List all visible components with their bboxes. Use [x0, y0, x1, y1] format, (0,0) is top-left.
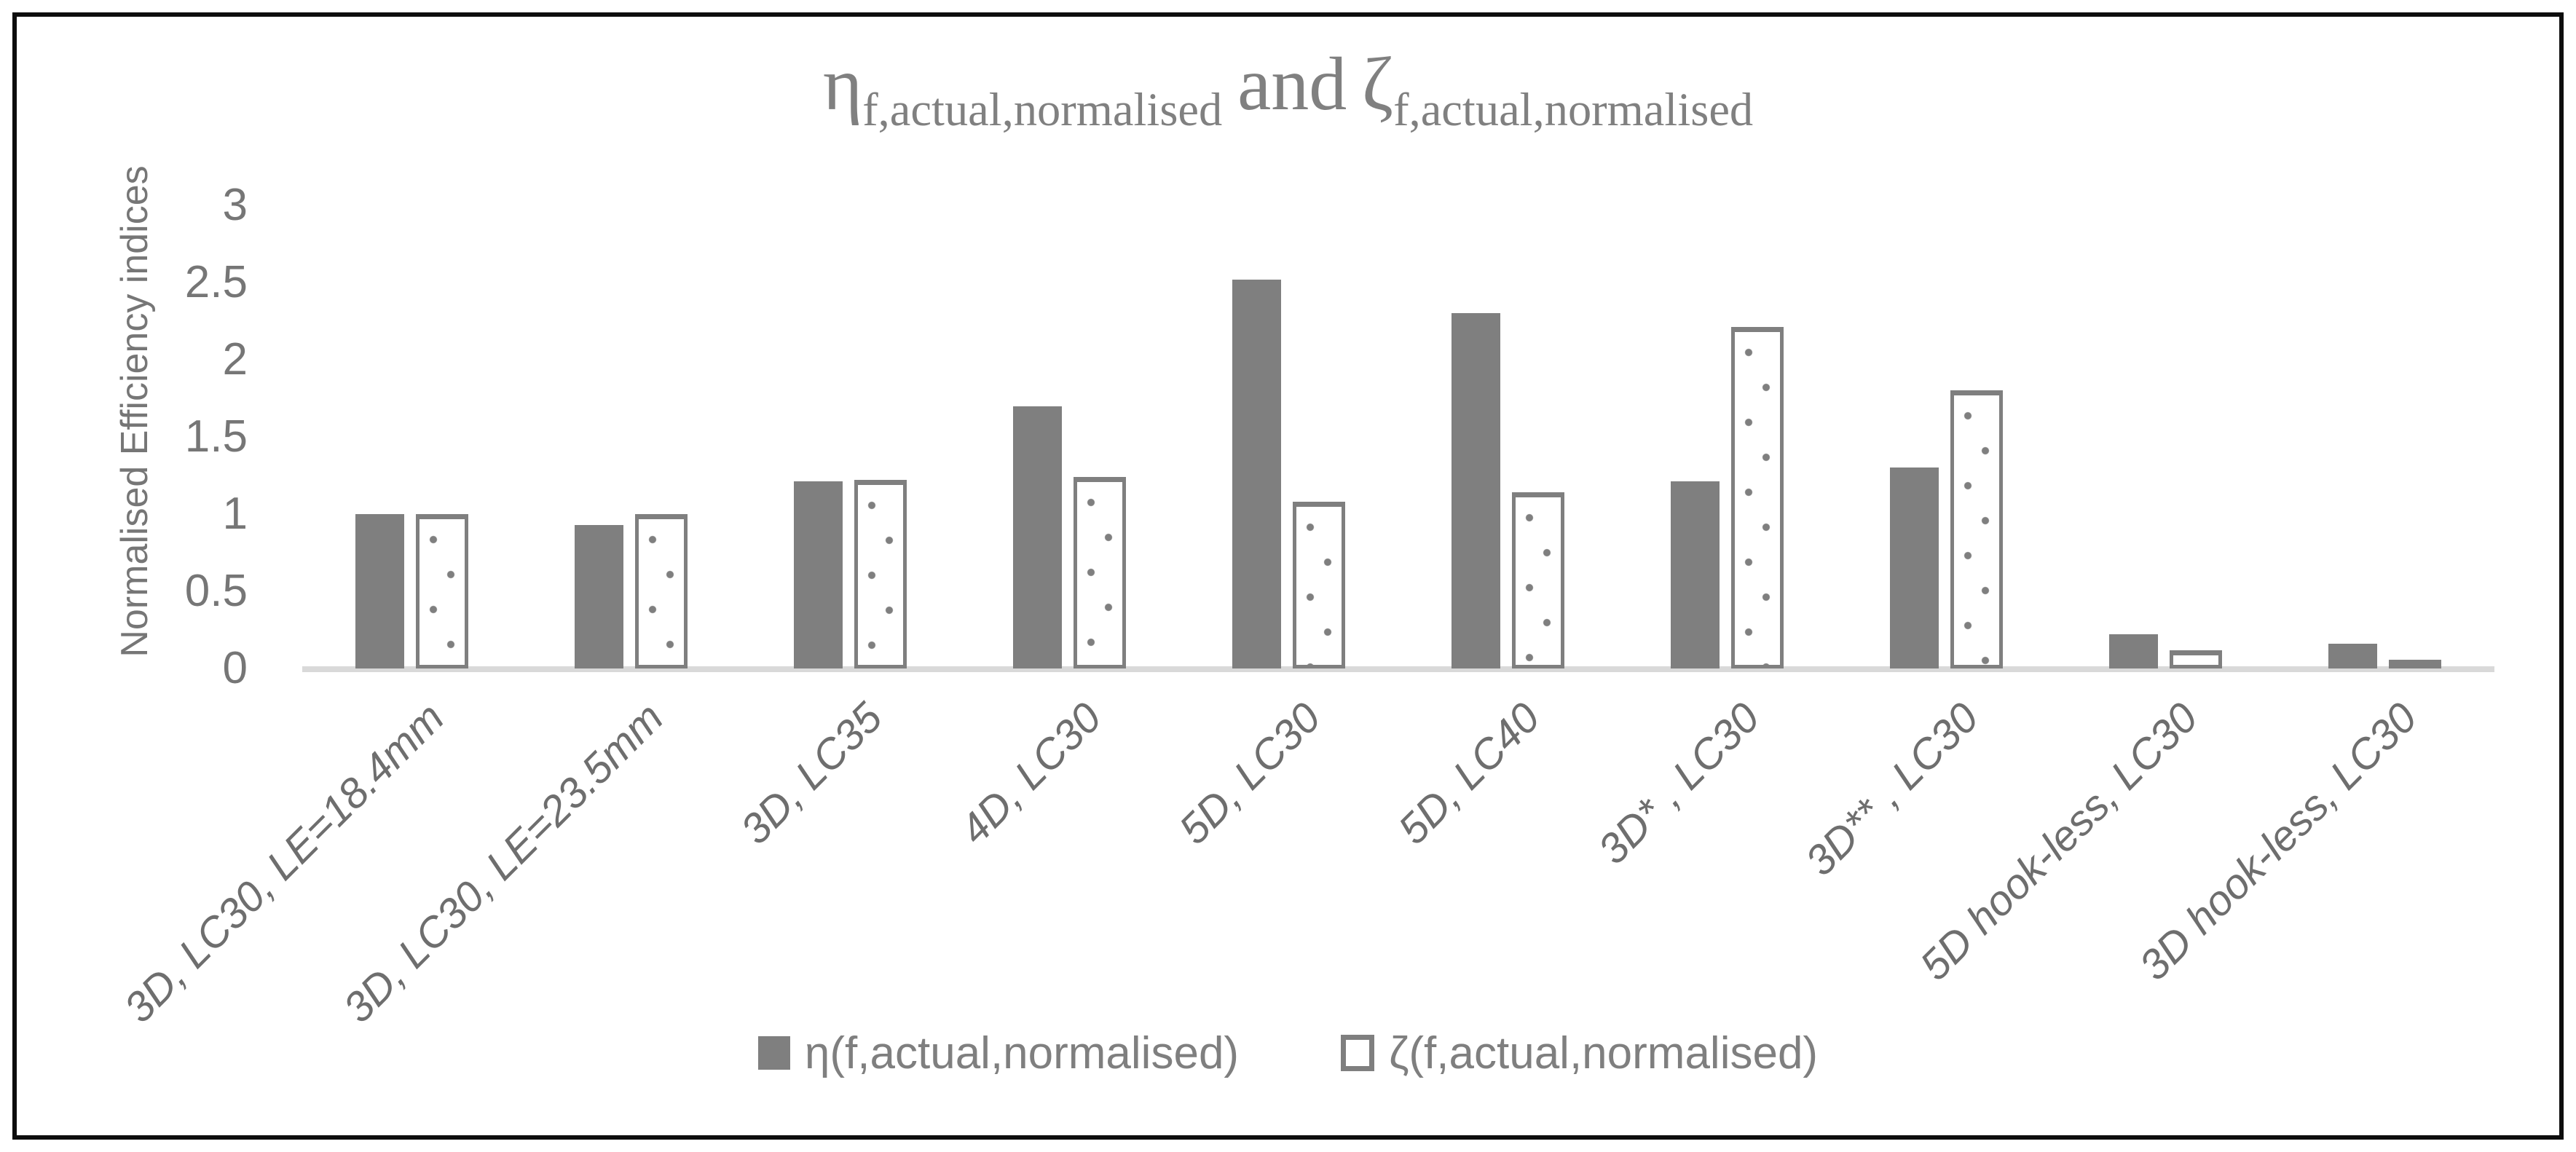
- legend-item: η(f,actual,normalised): [757, 1027, 1240, 1079]
- bar-zeta-7: [1950, 390, 2003, 668]
- category-slot: [2056, 205, 2275, 668]
- category-label: 5D, LC30: [1170, 693, 1331, 853]
- chart-title: ηf,actual,normalised and ζf,actual,normali…: [0, 41, 2576, 133]
- bar-zeta-0: [416, 514, 468, 668]
- bar-eta-9: [2328, 644, 2377, 668]
- legend-swatch-zeta: [1341, 1035, 1375, 1071]
- title-connector: and: [1237, 42, 1347, 126]
- category-slot: [2275, 205, 2494, 668]
- y-tick-label: 2.5: [184, 257, 248, 307]
- title-eta-subscript: f,actual,normalised: [862, 83, 1223, 135]
- legend-item: ζ(f,actual,normalised): [1341, 1027, 1818, 1079]
- bar-zeta-8: [2170, 650, 2222, 668]
- bar-eta-5: [1452, 313, 1500, 668]
- category-slot: [1398, 205, 1618, 668]
- title-eta-symbol: η: [822, 42, 863, 126]
- category-label: 4D, LC30: [950, 693, 1111, 853]
- category-slot: [521, 205, 741, 668]
- bar-zeta-1: [635, 514, 688, 668]
- y-tick-label: 3: [222, 180, 248, 230]
- bar-zeta-6: [1731, 327, 1784, 668]
- title-zeta-symbol: ζ: [1362, 42, 1394, 126]
- category-slot: [1837, 205, 2056, 668]
- bar-eta-0: [355, 514, 404, 668]
- plot-area: [302, 205, 2494, 668]
- legend: η(f,actual,normalised) ζ(f,actual,normali…: [0, 1017, 2576, 1089]
- x-axis-line: [302, 666, 2494, 672]
- category-label: 3D* , LC30: [1588, 693, 1769, 874]
- category-label: 5D, LC40: [1389, 693, 1550, 853]
- bar-zeta-4: [1293, 502, 1345, 668]
- y-tick-label: 2: [222, 334, 248, 384]
- category-slot: [741, 205, 960, 668]
- y-tick-label: 1: [222, 489, 248, 539]
- legend-swatch-eta: [757, 1036, 790, 1070]
- bar-zeta-9: [2389, 660, 2441, 668]
- category-slot: [1618, 205, 1837, 668]
- category-slot: [1179, 205, 1398, 668]
- bar-zeta-3: [1074, 477, 1126, 668]
- y-tick-label: 1.5: [184, 411, 248, 462]
- category-slot: [960, 205, 1179, 668]
- bar-eta-1: [575, 525, 623, 668]
- bar-eta-7: [1890, 467, 1939, 668]
- bar-eta-6: [1671, 481, 1720, 668]
- bar-eta-3: [1013, 406, 1062, 668]
- bar-zeta-5: [1512, 492, 1564, 668]
- bar-zeta-2: [854, 480, 907, 668]
- category-label: 3D, LC35: [731, 693, 892, 853]
- legend-label: η(f,actual,normalised): [804, 1027, 1240, 1078]
- bar-eta-4: [1232, 280, 1281, 668]
- category-slot: [302, 205, 521, 668]
- category-label: 3D** , LC30: [1796, 693, 1988, 885]
- title-zeta-subscript: f,actual,normalised: [1393, 83, 1754, 135]
- y-tick-label: 0.5: [184, 566, 248, 616]
- y-tick-label: 0: [222, 643, 248, 693]
- bar-eta-8: [2109, 634, 2158, 668]
- bar-eta-2: [794, 481, 843, 668]
- legend-label: ζ(f,actual,normalised): [1389, 1027, 1819, 1078]
